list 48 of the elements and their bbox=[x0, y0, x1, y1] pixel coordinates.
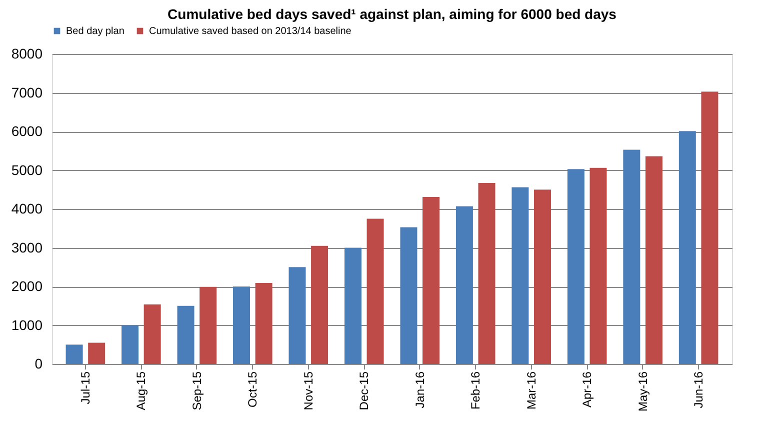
x-tick-label: Mar-16 bbox=[524, 371, 538, 410]
legend-label: Cumulative saved based on 2013/14 baseline bbox=[149, 26, 352, 37]
legend-label: Bed day plan bbox=[66, 26, 124, 37]
bar bbox=[200, 286, 217, 364]
bar bbox=[88, 342, 106, 364]
x-tick-label: Jul-15 bbox=[78, 371, 92, 404]
bar bbox=[567, 169, 584, 364]
y-tick-label: 7000 bbox=[11, 84, 43, 100]
chart-title: Cumulative bed days saved¹ against plan, aiming for 6000 bed days bbox=[168, 6, 617, 22]
bar bbox=[678, 131, 696, 364]
bar bbox=[366, 218, 384, 364]
x-tick-label: Jan-16 bbox=[412, 371, 427, 408]
x-tick-label: Apr-16 bbox=[580, 371, 594, 408]
bar bbox=[177, 306, 194, 364]
y-tick-label: 5000 bbox=[11, 162, 43, 178]
bar bbox=[255, 283, 272, 364]
x-tick-label: May-16 bbox=[636, 371, 650, 412]
x-tick-label: Aug-15 bbox=[134, 371, 148, 410]
bar bbox=[590, 168, 607, 364]
y-tick-label: 8000 bbox=[11, 46, 43, 62]
x-tick-label: Feb-16 bbox=[468, 371, 483, 410]
y-tick-label: 3000 bbox=[11, 239, 43, 256]
bar bbox=[311, 246, 328, 364]
x-tick-label: Jun-16 bbox=[692, 371, 706, 408]
bar bbox=[478, 183, 496, 364]
bar bbox=[623, 150, 640, 364]
x-tick-label: Dec-15 bbox=[357, 371, 372, 410]
y-tick-label: 2000 bbox=[11, 278, 43, 294]
y-tick-label: 0 bbox=[34, 356, 43, 372]
y-tick-label: 4000 bbox=[11, 200, 43, 216]
bar bbox=[400, 227, 418, 364]
bar bbox=[534, 190, 551, 364]
bar bbox=[144, 304, 161, 364]
bar bbox=[645, 156, 662, 364]
bar bbox=[344, 248, 362, 364]
bar bbox=[512, 187, 529, 364]
x-tick-label: Sep-15 bbox=[190, 371, 204, 410]
x-tick-label: Oct-15 bbox=[246, 371, 260, 408]
bar bbox=[122, 325, 139, 364]
bar bbox=[288, 267, 306, 364]
bar bbox=[456, 206, 473, 364]
bar bbox=[233, 286, 250, 364]
y-tick-label: 1000 bbox=[11, 316, 43, 333]
y-tick-label: 6000 bbox=[11, 123, 43, 139]
bar bbox=[66, 344, 83, 364]
bar bbox=[422, 196, 440, 364]
bar bbox=[701, 92, 718, 364]
x-tick-label: Nov-15 bbox=[301, 371, 316, 410]
